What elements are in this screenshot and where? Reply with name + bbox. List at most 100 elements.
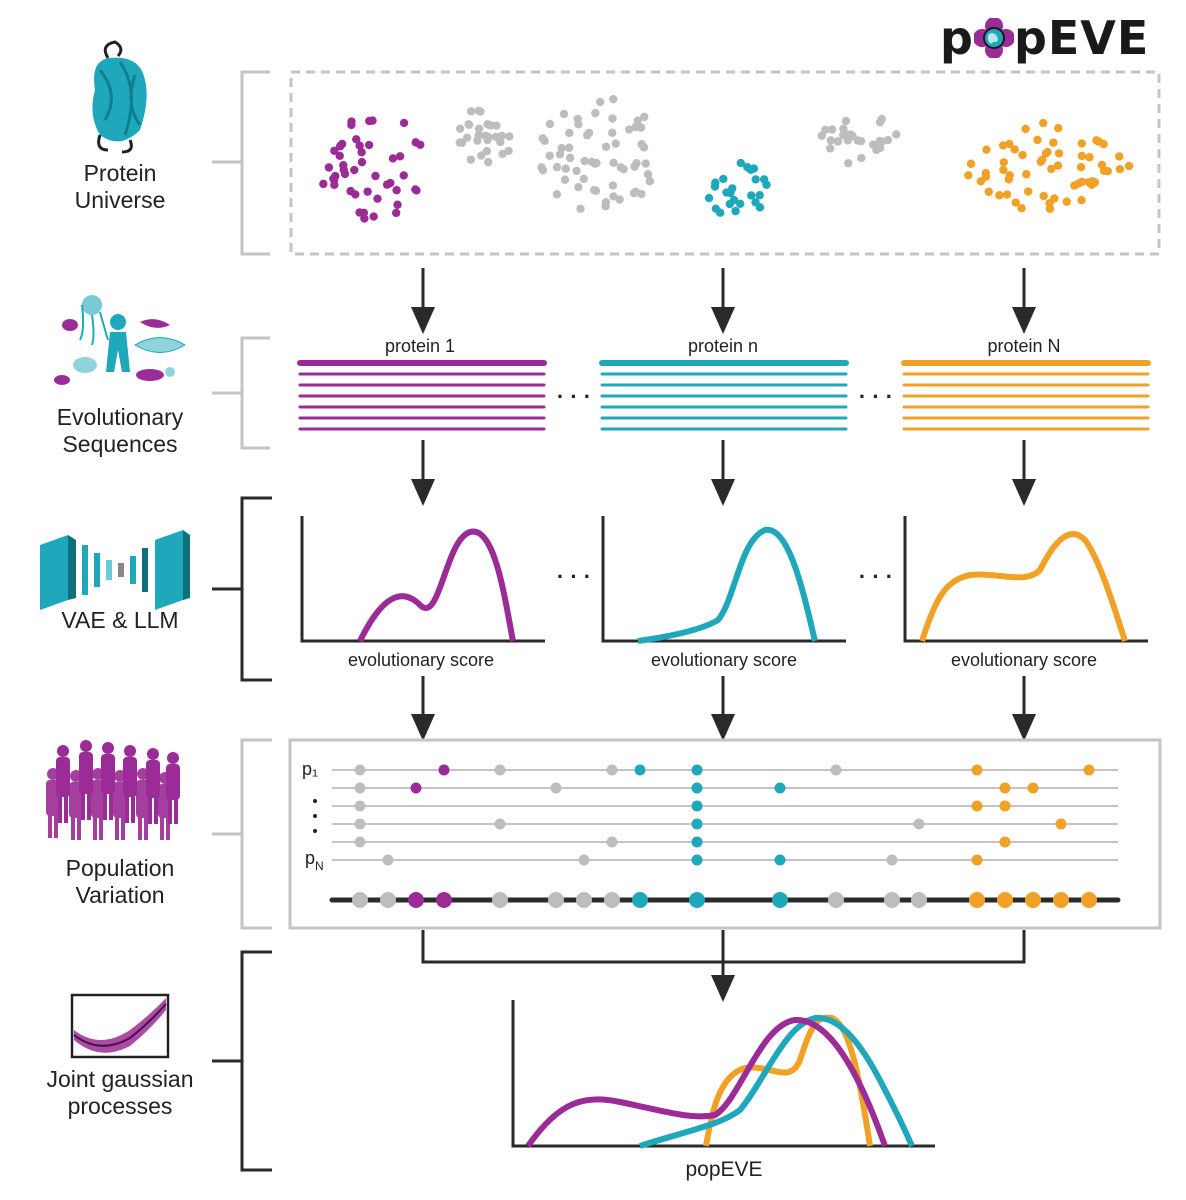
- variant-dot: [438, 764, 450, 776]
- aggregate-variant-dot: [604, 892, 620, 908]
- cluster-point: [371, 171, 380, 181]
- cluster-point: [552, 162, 562, 172]
- cluster-point: [982, 145, 991, 154]
- bracket-evolutionary-sequences: [212, 336, 270, 450]
- cluster-point: [643, 169, 653, 179]
- cluster-point: [331, 171, 340, 181]
- cluster-point: [355, 141, 364, 150]
- variant-dot: [999, 782, 1011, 794]
- cluster-point: [557, 143, 566, 153]
- sequence-alignments: [297, 360, 1151, 431]
- protein-universe-clusters: [319, 94, 1134, 223]
- cluster-point: [1022, 170, 1031, 179]
- cluster-point: [1073, 179, 1083, 188]
- variant-dot: [691, 854, 703, 866]
- variant-dot: [1055, 818, 1067, 830]
- bracket-protein-universe: [212, 70, 270, 256]
- cluster-point: [1124, 161, 1134, 171]
- cluster-point: [833, 137, 843, 146]
- popeve-curve: [703, 1014, 873, 1147]
- cluster-point: [392, 186, 401, 195]
- cluster-point: [399, 118, 409, 128]
- cluster-point: [576, 204, 585, 213]
- cluster-point: [580, 156, 589, 166]
- cluster-point: [1054, 149, 1064, 158]
- cluster-point: [466, 155, 476, 164]
- cluster-point: [395, 152, 405, 161]
- cluster-point: [976, 177, 986, 186]
- variant-dot: [971, 800, 983, 812]
- cluster-point: [755, 191, 764, 200]
- cluster-point: [1090, 178, 1100, 187]
- cluster-point: [382, 180, 392, 189]
- aggregate-variant-dot: [969, 892, 985, 908]
- cluster-point: [357, 157, 367, 167]
- cluster-point: [609, 158, 618, 168]
- cluster-point: [505, 132, 514, 141]
- variant-dot: [830, 764, 842, 776]
- score-curve: [637, 526, 818, 644]
- ellipsis: · · ·: [859, 384, 893, 409]
- cluster-point: [710, 182, 720, 191]
- protein-label: protein n: [688, 336, 758, 356]
- cluster-point: [601, 197, 611, 207]
- cluster-point: [363, 187, 372, 196]
- popeve-axis-label: popEVE: [685, 1158, 762, 1181]
- cluster-point: [1092, 136, 1101, 145]
- variant-dot: [494, 818, 506, 830]
- aggregate-variant-dot: [911, 892, 927, 908]
- cluster-point: [584, 128, 594, 138]
- cluster-point: [365, 116, 374, 126]
- cluster-point: [1053, 161, 1063, 170]
- cluster-point: [645, 177, 655, 186]
- variant-dot: [410, 782, 422, 794]
- aggregate-variant-dot: [689, 892, 705, 908]
- row-label-first: p₁: [302, 759, 318, 779]
- popeve-curve: [639, 1014, 915, 1149]
- cluster-point: [999, 165, 1008, 175]
- cluster-point: [538, 134, 547, 143]
- aggregate-variant-dot: [1081, 892, 1097, 908]
- cluster-point: [716, 208, 725, 217]
- cluster-point: [1077, 195, 1086, 205]
- aggregate-variant-dot: [997, 892, 1013, 908]
- variant-dot: [999, 800, 1011, 812]
- cluster-point: [455, 124, 465, 133]
- cluster-point: [747, 191, 756, 200]
- variant-dot: [1083, 764, 1095, 776]
- aggregate-variant-dot: [548, 892, 564, 908]
- cluster-point: [1021, 124, 1030, 134]
- bracket-vae: [212, 496, 272, 682]
- variant-dot: [691, 764, 703, 776]
- cluster-point: [559, 109, 569, 119]
- variant-dot: [634, 764, 646, 776]
- aggregate-variant-dot: [1053, 892, 1069, 908]
- cluster-point: [462, 133, 472, 142]
- cluster-point: [483, 120, 492, 129]
- cluster-point: [633, 116, 642, 125]
- cluster-point: [496, 137, 505, 147]
- cluster-point: [1017, 204, 1026, 213]
- cluster-point: [1085, 153, 1094, 162]
- variant-dot: [691, 800, 703, 812]
- cluster-point: [995, 191, 1004, 200]
- cluster-point: [719, 174, 728, 184]
- gaussian-process-icon: [70, 993, 170, 1059]
- cluster-point: [319, 179, 328, 189]
- variant-dot: [494, 764, 506, 776]
- cluster-point: [731, 206, 740, 216]
- bracket-joint-gaussian: [212, 950, 272, 1172]
- cluster-point: [1077, 151, 1087, 161]
- cluster-point: [391, 208, 401, 218]
- score-plot-protein-1: [300, 516, 545, 643]
- cluster-point: [369, 212, 378, 221]
- cluster-point: [347, 117, 356, 126]
- cluster-point: [1077, 139, 1087, 148]
- cluster-point: [457, 138, 467, 147]
- cluster-point: [827, 125, 837, 134]
- cluster-point: [966, 159, 976, 168]
- stage-label-protein-universe: Protein Universe: [74, 160, 166, 213]
- cluster-point: [352, 135, 361, 144]
- score-plot-protein-N: [903, 516, 1148, 643]
